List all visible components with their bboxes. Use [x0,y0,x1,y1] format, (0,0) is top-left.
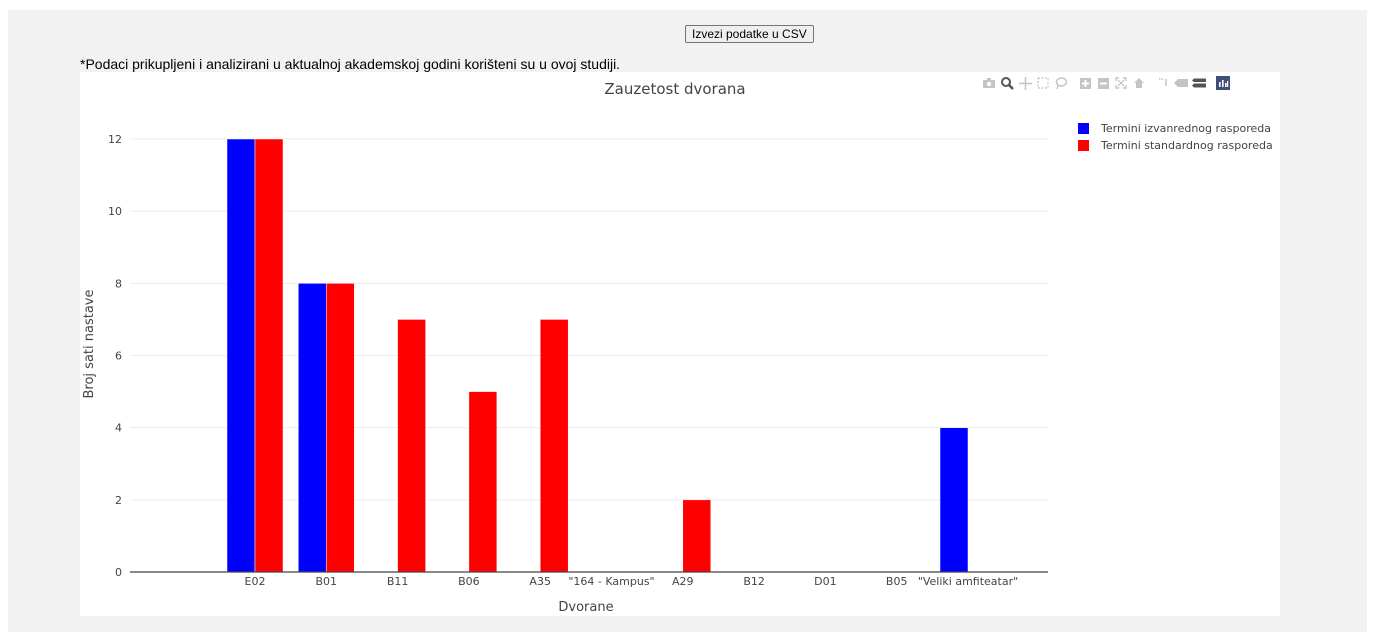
box-select-icon[interactable] [1036,76,1050,90]
hover-compare-icon[interactable] [1192,76,1206,90]
reset-axes-icon[interactable] [1132,76,1146,90]
export-csv-button[interactable]: Izvezi podatke u CSV [685,25,814,43]
plot-container [80,72,1280,616]
pan-icon[interactable] [1018,76,1032,90]
lasso-select-icon[interactable] [1054,76,1068,90]
zoom-out-icon[interactable] [1096,76,1110,90]
plotly-logo-icon[interactable] [1216,76,1230,90]
spike-lines-icon[interactable] [1156,76,1170,90]
camera-icon[interactable] [982,76,996,90]
zoom-icon[interactable] [1000,76,1014,90]
autoscale-icon[interactable] [1114,76,1128,90]
zoom-in-icon[interactable] [1078,76,1092,90]
modebar [982,76,1230,90]
hover-closest-icon[interactable] [1174,76,1188,90]
data-note: *Podaci prikupljeni i analizirani u aktu… [80,56,621,72]
